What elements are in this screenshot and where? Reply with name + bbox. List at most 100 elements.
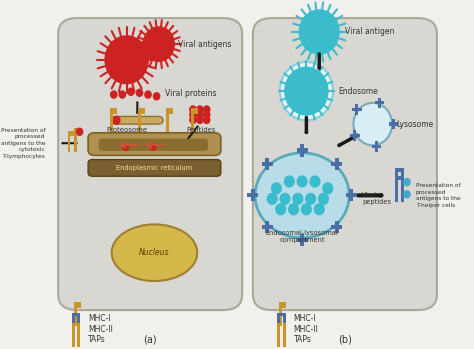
Text: Viral proteins: Viral proteins [165, 89, 217, 98]
Bar [401, 168, 404, 194]
Bar [138, 109, 145, 114]
Bar [74, 302, 81, 308]
Bar [72, 323, 75, 347]
Bar [354, 130, 356, 141]
Bar [110, 109, 113, 132]
Bar [297, 238, 308, 242]
Ellipse shape [280, 193, 291, 205]
Bar [331, 162, 343, 166]
Ellipse shape [104, 35, 149, 84]
Text: TAPs: TAPs [88, 335, 106, 344]
Bar [300, 234, 304, 246]
FancyBboxPatch shape [58, 18, 242, 310]
Bar [352, 108, 362, 111]
Text: Presentation of
processed
antigens to the
T-helper cells: Presentation of processed antigens to th… [416, 183, 460, 208]
Bar [74, 128, 77, 152]
FancyBboxPatch shape [88, 133, 221, 155]
Bar [350, 134, 360, 137]
Bar [67, 131, 73, 136]
Ellipse shape [284, 175, 295, 188]
Ellipse shape [127, 88, 135, 96]
Text: Nucleus: Nucleus [139, 248, 170, 257]
Ellipse shape [118, 90, 126, 99]
Ellipse shape [196, 111, 204, 119]
Ellipse shape [203, 105, 210, 114]
Text: Lysosome: Lysosome [396, 120, 434, 128]
Ellipse shape [299, 9, 340, 55]
Bar [166, 109, 173, 114]
Bar [265, 157, 269, 170]
Ellipse shape [288, 203, 299, 215]
Ellipse shape [189, 111, 197, 119]
Text: (b): (b) [338, 335, 352, 345]
Bar [401, 176, 404, 202]
Ellipse shape [76, 127, 83, 136]
Ellipse shape [354, 103, 392, 145]
Ellipse shape [203, 116, 210, 124]
Text: MHC-I: MHC-I [293, 314, 316, 323]
Bar [191, 109, 194, 132]
Bar [277, 313, 284, 316]
Ellipse shape [150, 143, 156, 151]
Text: MHC-II: MHC-II [88, 325, 113, 334]
Bar [375, 141, 378, 151]
Bar [277, 323, 280, 347]
Ellipse shape [110, 90, 118, 99]
Bar [262, 162, 273, 166]
Ellipse shape [196, 105, 204, 114]
Text: Presentation of
processed
antigens to the
cytotoxic
T-lymphocytes: Presentation of processed antigens to th… [0, 127, 46, 159]
Text: TAPs: TAPs [293, 335, 311, 344]
Ellipse shape [189, 105, 197, 114]
Ellipse shape [284, 67, 328, 116]
Text: Endosome: Endosome [338, 87, 378, 96]
Bar [297, 148, 308, 153]
Bar [395, 168, 398, 194]
Bar [138, 109, 141, 132]
Bar [72, 313, 79, 316]
Text: (a): (a) [143, 335, 157, 345]
Text: Viral antigen: Viral antigen [345, 28, 394, 37]
Ellipse shape [143, 26, 175, 62]
Bar [277, 313, 280, 336]
Bar [395, 176, 402, 180]
Text: Endoplasmic reticulum: Endoplasmic reticulum [117, 165, 192, 171]
Ellipse shape [136, 89, 143, 97]
Bar [349, 189, 353, 201]
Bar [77, 323, 80, 347]
Ellipse shape [196, 116, 204, 124]
FancyBboxPatch shape [99, 139, 208, 151]
Ellipse shape [255, 153, 349, 238]
Ellipse shape [403, 178, 411, 186]
Bar [74, 302, 77, 326]
Bar [395, 176, 398, 202]
Bar [110, 109, 117, 114]
Bar [378, 98, 381, 108]
Bar [392, 119, 395, 129]
Ellipse shape [403, 190, 411, 199]
Bar [283, 323, 286, 347]
Ellipse shape [297, 175, 308, 188]
FancyBboxPatch shape [253, 18, 437, 310]
Bar [265, 221, 269, 233]
Text: Peptides: Peptides [187, 127, 216, 133]
Bar [74, 128, 81, 134]
Text: Viral
peptides: Viral peptides [362, 192, 391, 205]
Bar [335, 221, 339, 233]
Ellipse shape [112, 224, 197, 281]
Ellipse shape [318, 193, 329, 205]
Bar [166, 109, 169, 132]
Bar [262, 225, 273, 229]
Ellipse shape [305, 193, 316, 205]
Ellipse shape [203, 111, 210, 119]
FancyBboxPatch shape [88, 159, 221, 176]
Bar [395, 168, 402, 172]
Ellipse shape [292, 193, 303, 205]
Ellipse shape [280, 62, 333, 120]
Ellipse shape [122, 143, 129, 151]
Text: Viral antigens: Viral antigens [178, 40, 231, 49]
Bar [77, 313, 80, 336]
Bar [67, 131, 70, 152]
Bar [279, 302, 282, 326]
Bar [372, 145, 381, 148]
Bar [346, 193, 357, 198]
